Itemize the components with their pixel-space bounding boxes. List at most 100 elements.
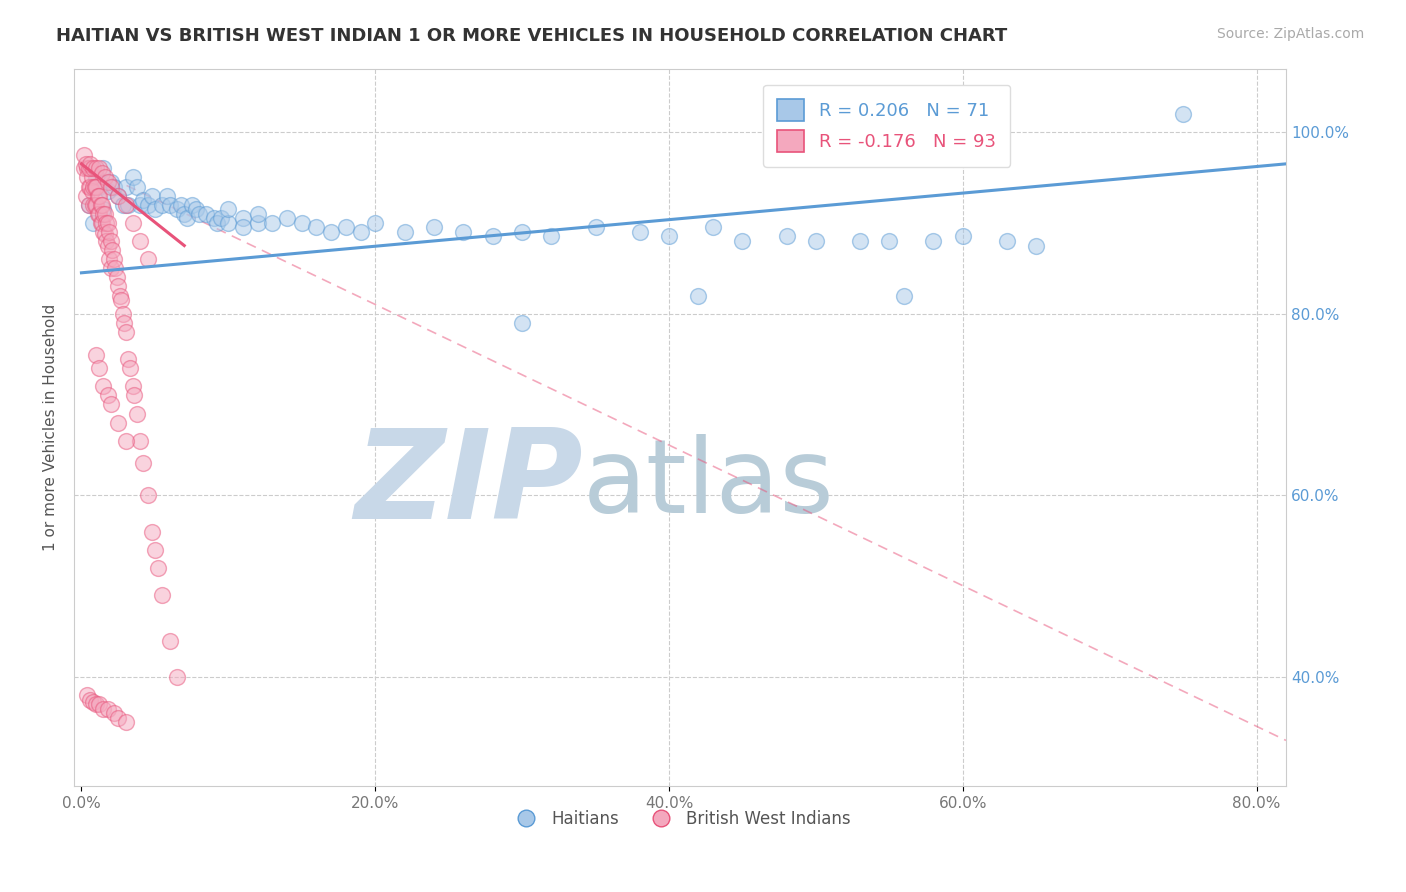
Point [93,701,115,715]
Point [510,225,533,239]
Point [121,216,143,230]
Point [84,197,107,211]
Point [97,216,120,230]
Point [180,197,202,211]
Point [93,202,115,217]
Point [103,179,125,194]
Point [114,197,136,211]
Point [107,279,129,293]
Point [136,252,159,267]
Point [83,197,105,211]
Point [540,229,562,244]
Point [132,193,155,207]
Point [166,202,188,217]
Point [127,179,149,194]
Point [97,175,120,189]
Point [93,207,115,221]
Point [129,234,152,248]
Point [159,633,181,648]
Point [76,161,98,176]
Point [132,457,155,471]
Point [93,161,115,176]
Point [114,179,136,194]
Point [93,225,115,239]
Point [96,216,118,230]
Point [79,692,101,706]
Point [129,197,152,211]
Point [110,293,132,307]
Point [585,220,607,235]
Point [702,220,724,235]
Point [84,170,107,185]
Text: ZIP: ZIP [354,424,583,545]
Point [166,670,188,684]
Point [276,211,298,226]
Point [87,697,110,711]
Point [423,220,446,235]
Point [76,688,98,702]
Point [143,202,166,217]
Point [77,179,100,194]
Point [349,225,371,239]
Point [335,220,357,235]
Point [150,588,173,602]
Point [232,211,254,226]
Point [129,434,152,448]
Point [995,234,1018,248]
Point [100,234,122,248]
Point [94,227,117,241]
Point [79,179,101,194]
Point [87,179,110,194]
Point [156,188,179,202]
Legend: Haitians, British West Indians: Haitians, British West Indians [503,804,858,835]
Point [84,697,107,711]
Point [90,197,112,211]
Point [118,361,141,376]
Point [114,715,136,730]
Point [87,361,110,376]
Point [127,407,149,421]
Point [364,216,387,230]
Point [510,316,533,330]
Point [209,211,232,226]
Point [87,188,110,202]
Point [775,229,797,244]
Point [107,711,129,725]
Point [87,207,110,221]
Point [75,157,97,171]
Point [628,225,651,239]
Point [922,234,945,248]
Point [232,220,254,235]
Point [100,397,122,411]
Point [121,379,143,393]
Point [91,216,114,230]
Text: atlas: atlas [583,434,835,535]
Point [73,148,96,162]
Point [79,157,101,171]
Point [73,161,96,176]
Point [217,216,239,230]
Point [291,216,314,230]
Point [136,197,159,211]
Point [143,542,166,557]
Point [117,352,139,367]
Point [80,184,103,198]
Point [87,161,110,176]
Point [107,188,129,202]
Point [82,161,104,176]
Point [105,270,128,285]
Point [205,216,228,230]
Point [75,188,97,202]
Point [86,188,108,202]
Point [90,216,112,230]
Point [93,379,115,393]
Point [1025,238,1047,252]
Point [246,207,269,221]
Point [146,561,169,575]
Point [97,701,120,715]
Point [453,225,475,239]
Point [111,197,134,211]
Point [114,325,136,339]
Point [117,197,139,211]
Point [481,229,503,244]
